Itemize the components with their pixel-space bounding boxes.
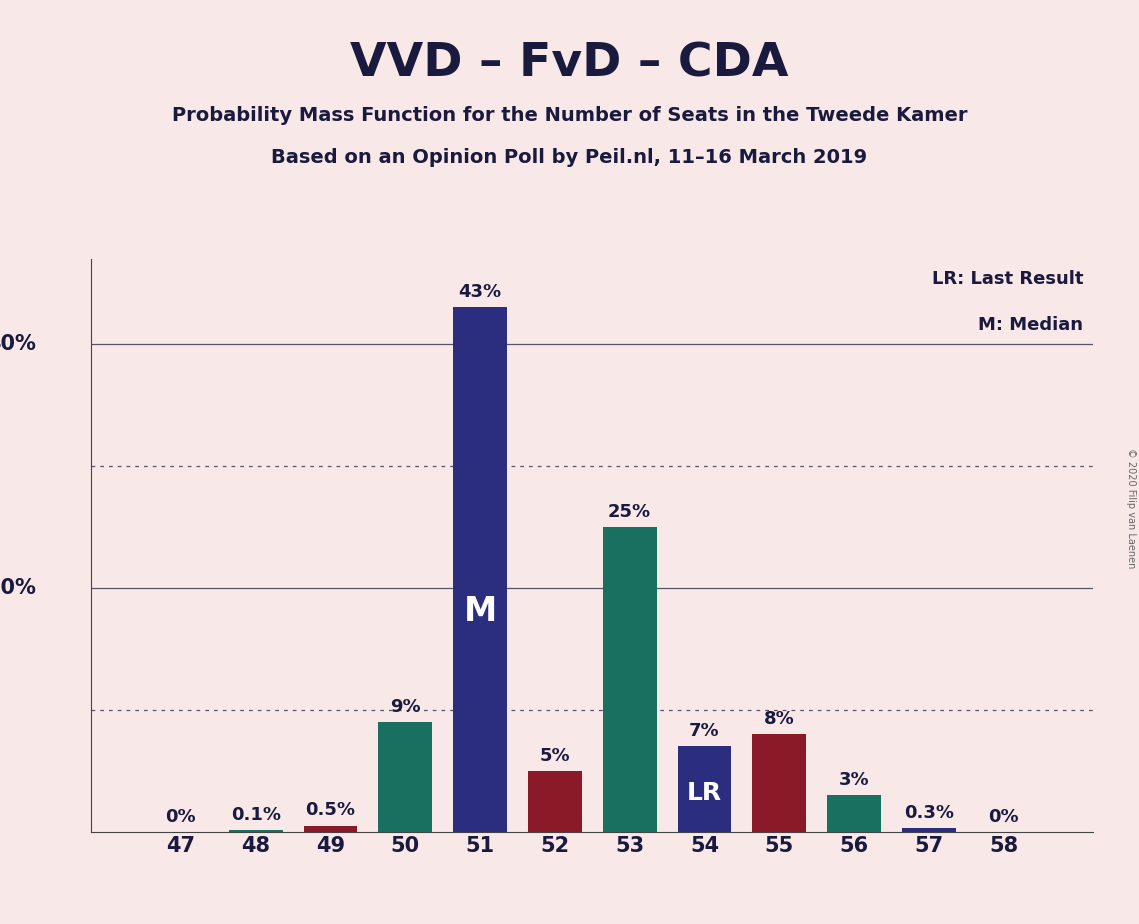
- Text: 3%: 3%: [838, 771, 869, 789]
- Text: 40%: 40%: [0, 334, 36, 354]
- Text: 20%: 20%: [0, 578, 36, 598]
- Text: 0%: 0%: [989, 808, 1019, 825]
- Text: M: Median: M: Median: [978, 316, 1083, 334]
- Text: 5%: 5%: [540, 747, 571, 764]
- Text: Probability Mass Function for the Number of Seats in the Tweede Kamer: Probability Mass Function for the Number…: [172, 106, 967, 126]
- Text: 8%: 8%: [764, 710, 795, 728]
- Text: 7%: 7%: [689, 723, 720, 740]
- Bar: [902, 828, 956, 832]
- Text: 0%: 0%: [165, 808, 196, 825]
- Text: LR: LR: [687, 781, 722, 805]
- Text: 0.5%: 0.5%: [305, 801, 355, 820]
- Bar: [453, 308, 507, 832]
- Bar: [304, 825, 358, 832]
- Text: VVD – FvD – CDA: VVD – FvD – CDA: [351, 42, 788, 87]
- Bar: [378, 722, 432, 832]
- Text: 0.3%: 0.3%: [904, 804, 953, 821]
- Text: 25%: 25%: [608, 503, 652, 521]
- Bar: [827, 795, 880, 832]
- Text: LR: Last Result: LR: Last Result: [932, 270, 1083, 288]
- Text: 9%: 9%: [390, 698, 420, 716]
- Bar: [603, 527, 656, 832]
- Text: © 2020 Filip van Laenen: © 2020 Filip van Laenen: [1126, 448, 1136, 568]
- Text: 43%: 43%: [459, 284, 501, 301]
- Bar: [528, 771, 582, 832]
- Text: M: M: [464, 595, 497, 628]
- Text: Based on an Opinion Poll by Peil.nl, 11–16 March 2019: Based on an Opinion Poll by Peil.nl, 11–…: [271, 148, 868, 167]
- Bar: [229, 831, 282, 832]
- Bar: [753, 734, 806, 832]
- Text: 0.1%: 0.1%: [231, 807, 280, 824]
- Bar: [678, 747, 731, 832]
